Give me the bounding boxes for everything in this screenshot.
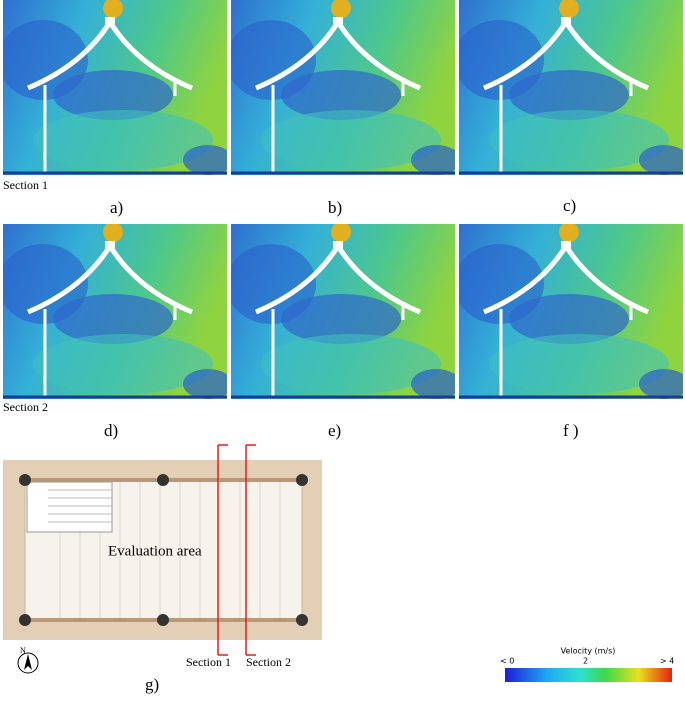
panel-label: d) [104,421,118,440]
plan-section: Section 1 [186,655,231,669]
area-label: Evaluation area [108,543,202,559]
colorbar-tick: 2 [583,657,588,666]
cfd-panel [0,222,233,399]
section-label: Section 1 [3,178,48,192]
panel-label: f ) [563,421,579,440]
cfd-panel [454,222,685,399]
plan-section: Section 2 [246,655,291,669]
panel-label: g) [145,675,159,694]
panel-label: b) [328,198,342,217]
cfd-panel [454,0,685,175]
colorbar: Velocity (m/s) < 0 2 > 4 [500,647,674,682]
cfd-panel [0,0,233,175]
panel-label: e) [328,421,341,440]
colorbar-tick: < 0 [500,657,514,666]
cfd-panel [226,0,461,175]
north: N [20,646,26,655]
cfd-panel [226,222,461,399]
panel-label: c) [563,196,576,215]
colorbar-tick: > 4 [660,657,674,666]
panel-label: a) [110,198,123,217]
plan: Evaluation area Section 1 Section 2 N g) [3,444,322,694]
colorbar-title: Velocity (m/s) [561,647,616,656]
section-label: Section 2 [3,400,48,414]
